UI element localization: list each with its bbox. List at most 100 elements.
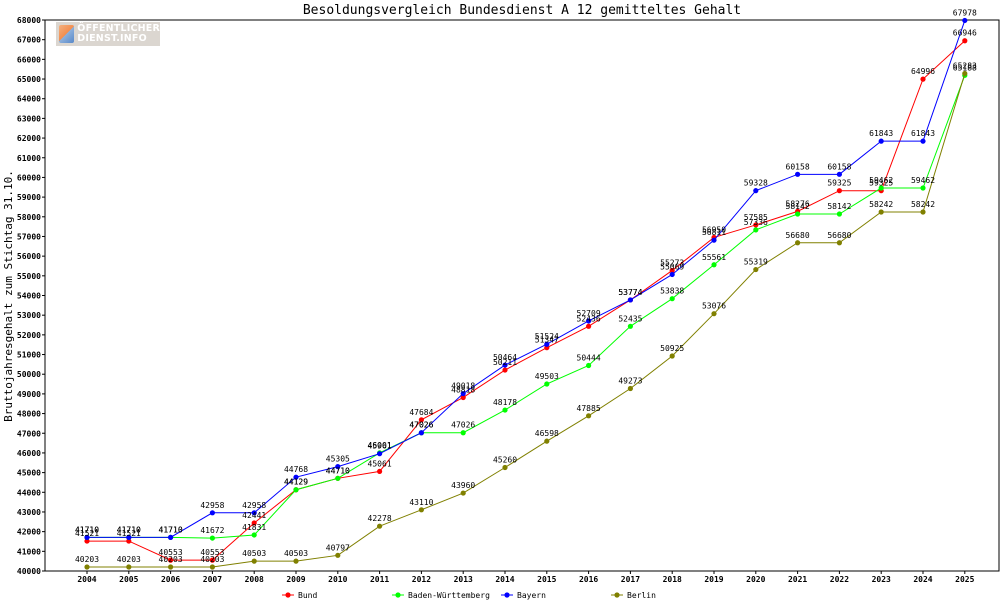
legend-label-baden-w-rttemberg: Baden-Württemberg [408, 591, 490, 600]
data-point-bayern [293, 474, 299, 480]
data-label-berlin: 46598 [535, 429, 559, 438]
data-label-bayern: 41710 [117, 525, 141, 534]
data-label-berlin: 40797 [326, 543, 350, 552]
data-point-bayern [168, 534, 174, 540]
data-point-berlin [627, 385, 634, 392]
data-label-baden-w-rttemberg: 41831 [242, 523, 266, 532]
data-point-berlin [335, 552, 341, 558]
y-tick-label: 42000 [17, 528, 41, 537]
data-point-bayern [669, 271, 675, 278]
data-point-bund [920, 76, 926, 82]
data-point-bayern [209, 510, 215, 516]
data-point-baden-w-rttemberg [627, 323, 634, 329]
data-label-bund: 40553 [159, 548, 183, 557]
logo-icon [59, 25, 75, 43]
data-point-berlin [711, 311, 717, 317]
y-axis: 40000 41000 42000 43000 44000 45000 46000 47000… [17, 16, 45, 576]
data-label-berlin: 50925 [660, 344, 684, 353]
data-label-berlin: 40203 [200, 555, 224, 564]
data-label-baden-w-rttemberg: 49503 [535, 372, 559, 381]
series-line-baden-w-rttemberg [87, 75, 966, 539]
data-label-bund: 59325 [827, 179, 851, 188]
x-tick-label: 2007 [203, 575, 222, 584]
data-label-berlin: 40503 [242, 549, 266, 558]
data-point-berlin [377, 523, 383, 529]
y-tick-label: 61000 [17, 154, 41, 163]
data-label-berlin: 53076 [702, 302, 726, 311]
data-label-bayern: 49018 [451, 382, 475, 391]
data-label-baden-w-rttemberg: 57336 [744, 218, 768, 227]
data-point-berlin [795, 240, 801, 246]
data-point-bund [836, 188, 843, 194]
data-point-baden-w-rttemberg [335, 475, 341, 481]
data-point-baden-w-rttemberg [209, 535, 215, 541]
data-point-berlin [502, 464, 508, 471]
data-point-bayern [920, 138, 926, 144]
data-label-bund: 66946 [953, 29, 977, 38]
y-tick-label: 53000 [17, 311, 41, 320]
y-tick-label: 54000 [17, 292, 41, 301]
series-line-berlin [87, 73, 966, 568]
data-label-baden-w-rttemberg: 53838 [660, 287, 684, 296]
data-point-bayern [126, 534, 132, 540]
y-tick-label: 65000 [17, 75, 41, 84]
data-label-bund: 41521 [75, 529, 99, 538]
data-point-berlin [84, 564, 90, 570]
data-label-bayern: 51524 [535, 332, 559, 341]
x-tick-label: 2011 [370, 575, 389, 584]
data-point-bund [168, 557, 174, 563]
data-point-bayern [795, 171, 801, 177]
data-point-bayern [627, 297, 634, 303]
plot-area [44, 19, 1000, 572]
x-tick-label: 2009 [286, 575, 305, 584]
data-point-bund [377, 468, 383, 475]
data-point-berlin [460, 490, 466, 496]
y-tick-label: 66000 [17, 55, 41, 64]
data-label-bayern: 52709 [577, 309, 601, 318]
data-label-bund: 58276 [786, 199, 810, 208]
y-tick-label: 49000 [17, 390, 41, 399]
data-label-berlin: 43960 [451, 481, 475, 490]
data-label-baden-w-rttemberg: 44710 [326, 466, 350, 475]
data-label-baden-w-rttemberg: 46001 [368, 441, 392, 450]
x-tick-label: 2016 [579, 575, 598, 584]
data-label-bayern: 50464 [493, 353, 517, 362]
data-point-berlin [126, 564, 132, 570]
x-tick-label: 2021 [788, 575, 807, 584]
y-tick-label: 44000 [17, 488, 41, 497]
data-label-baden-w-rttemberg: 41710 [117, 525, 141, 534]
data-label-bund: 56950 [702, 225, 726, 234]
data-point-bayern [586, 318, 592, 324]
data-point-berlin [293, 558, 299, 564]
data-point-bund [84, 538, 90, 544]
data-point-berlin [586, 413, 592, 419]
data-point-bund [126, 538, 132, 544]
y-tick-label: 46000 [17, 449, 41, 458]
data-label-baden-w-rttemberg: 65188 [953, 63, 977, 72]
y-tick-label: 40000 [17, 567, 41, 576]
data-label-bayern: 61843 [869, 129, 893, 138]
data-label-bayern: 60158 [827, 162, 851, 171]
brand-logo: ÖFFENTLICHER DIENST.INFO [56, 22, 160, 46]
data-point-berlin [753, 266, 759, 273]
data-label-bund: 64996 [911, 67, 935, 76]
x-tick-label: 2022 [830, 575, 849, 584]
data-point-baden-w-rttemberg [920, 185, 926, 191]
x-tick-label: 2020 [746, 575, 765, 584]
y-tick-label: 62000 [17, 134, 41, 143]
y-tick-label: 50000 [17, 370, 41, 379]
data-point-bayern [251, 510, 257, 516]
x-tick-label: 2004 [77, 575, 96, 584]
data-point-baden-w-rttemberg [711, 262, 717, 268]
data-label-berlin: 42278 [368, 514, 392, 523]
y-tick-label: 43000 [17, 508, 41, 517]
data-label-berlin: 58242 [869, 200, 893, 209]
x-tick-label: 2006 [161, 575, 180, 584]
data-label-bayern: 47026 [409, 421, 433, 430]
data-point-bund [502, 367, 508, 373]
x-tick-label: 2015 [537, 575, 556, 584]
x-tick-label: 2013 [454, 575, 473, 584]
data-label-baden-w-rttemberg: 41710 [75, 525, 99, 534]
x-tick-label: 2019 [704, 575, 723, 584]
series-layer [84, 17, 968, 570]
